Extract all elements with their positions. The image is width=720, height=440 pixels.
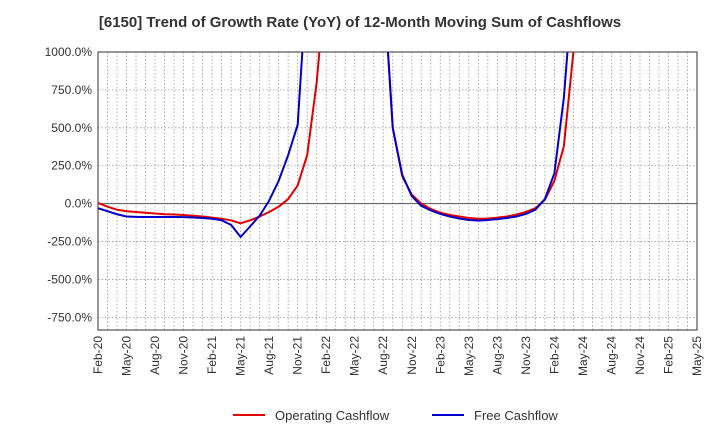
x-tick-label: Feb-20 xyxy=(91,336,105,374)
x-tick-label: May-21 xyxy=(234,336,248,376)
plot-frame xyxy=(97,51,698,331)
y-tick-label: 500.0% xyxy=(51,121,92,135)
series-line-operating-cashflow xyxy=(98,52,575,225)
x-tick-label: Feb-21 xyxy=(205,336,219,374)
axes: 1000.0% 750.0% 500.0% 250.0% 0.0% -250.0% -500… xyxy=(45,45,704,376)
x-tick-label: Feb-25 xyxy=(661,336,675,374)
y-tick-label: 250.0% xyxy=(51,159,92,173)
grid-lines xyxy=(97,51,698,330)
series-line-free-cashflow xyxy=(98,52,569,238)
x-tick-label: Feb-22 xyxy=(319,336,333,374)
x-tick-label: Feb-24 xyxy=(547,336,561,374)
legend-label: Operating Cashflow xyxy=(275,408,390,423)
legend-label: Free Cashflow xyxy=(474,408,558,423)
x-tick-label: Aug-23 xyxy=(490,336,504,375)
x-tick-label: May-23 xyxy=(462,336,476,376)
y-tick-label: 750.0% xyxy=(51,83,92,97)
legend: Operating Cashflow Free Cashflow xyxy=(233,408,558,423)
y-tick-label: -500.0% xyxy=(47,272,92,286)
x-tick-label: May-24 xyxy=(576,336,590,376)
x-tick-label: Aug-22 xyxy=(376,336,390,375)
x-tick-label: Nov-23 xyxy=(519,336,533,375)
x-tick-label: May-25 xyxy=(690,336,704,376)
x-tick-label: Aug-24 xyxy=(604,336,618,375)
chart-title: [6150] Trend of Growth Rate (YoY) of 12-… xyxy=(98,14,622,31)
x-tick-label: Feb-23 xyxy=(433,336,447,374)
y-tick-label: 0.0% xyxy=(65,197,93,211)
x-tick-label: Aug-21 xyxy=(262,336,276,375)
y-tick-label: -750.0% xyxy=(47,310,92,324)
x-tick-label: Nov-24 xyxy=(633,336,647,375)
x-tick-label: Nov-21 xyxy=(291,336,305,375)
y-tick-label: -250.0% xyxy=(47,235,92,249)
series-lines xyxy=(98,52,575,238)
x-tick-label: Nov-22 xyxy=(405,336,419,375)
x-tick-label: May-22 xyxy=(348,336,362,376)
x-tick-label: Aug-20 xyxy=(148,336,162,375)
x-tick-label: Nov-20 xyxy=(177,336,191,375)
x-tick-label: May-20 xyxy=(120,336,134,376)
y-tick-label: 1000.0% xyxy=(45,45,93,59)
